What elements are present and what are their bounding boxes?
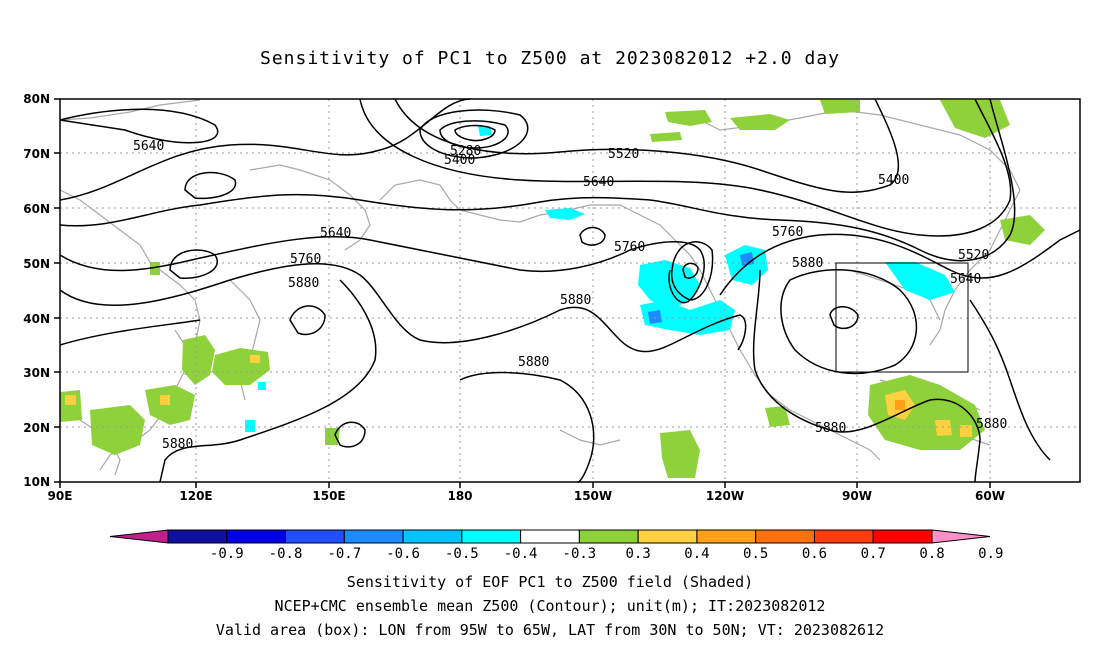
colorbar-level-label: 0.6 xyxy=(802,546,827,562)
colorbar-swatch xyxy=(872,529,933,544)
lon-label: 90W xyxy=(842,489,872,503)
colorbar-swatch xyxy=(813,529,874,544)
lon-label: 120E xyxy=(179,489,212,503)
contour-label: 5760 xyxy=(614,240,645,255)
colorbar-swatch xyxy=(637,529,698,544)
axis-ticks xyxy=(54,98,991,488)
colorbar-swatch xyxy=(226,529,287,544)
colorbar-swatch xyxy=(343,529,404,544)
colorbar-level-label: 0.5 xyxy=(743,546,768,562)
valid-area-box xyxy=(835,262,969,373)
contour-label: 5520 xyxy=(958,248,989,263)
colorbar-low-extension xyxy=(109,529,169,544)
contour-label: 5760 xyxy=(290,252,321,267)
colorbar-swatch xyxy=(461,529,522,544)
graticule xyxy=(60,99,1080,482)
colorbar: -0.9 -0.8 -0.7 -0.6 -0.5 -0.4 -0.3 0.3 0.4 0.5 0.6… xyxy=(109,529,1003,562)
colorbar-swatch xyxy=(285,529,345,544)
contour-label: 5880 xyxy=(162,437,193,452)
lat-label: 80N xyxy=(23,92,50,106)
contour-labels: 5640 5280 5400 5520 5640 5400 5640 5760 … xyxy=(133,139,1007,452)
contour-label: 5640 xyxy=(320,226,351,241)
colorbar-level-label: -0.7 xyxy=(327,546,361,562)
colorbar-level-label: -0.3 xyxy=(563,546,597,562)
lon-label: 150W xyxy=(574,489,612,503)
latitude-labels: 80N 70N 60N 50N 40N 30N 20N 10N xyxy=(23,92,50,489)
lon-label: 150E xyxy=(312,489,345,503)
colorbar-swatch xyxy=(696,529,757,544)
colorbar-level-label: -0.4 xyxy=(504,546,538,562)
footer-line-1: Sensitivity of EOF PC1 to Z500 field (Sh… xyxy=(346,573,754,591)
colorbar-swatch xyxy=(520,529,580,544)
colorbar-level-label: -0.6 xyxy=(386,546,420,562)
colorbar-swatch xyxy=(578,529,639,544)
colorbar-swatch xyxy=(402,529,463,544)
lat-label: 40N xyxy=(23,312,50,326)
contour-label: 5880 xyxy=(518,355,549,370)
lat-label: 10N xyxy=(23,475,50,489)
colorbar-level-label: 0.8 xyxy=(919,546,944,562)
lat-label: 50N xyxy=(23,257,50,271)
lon-label: 60W xyxy=(975,489,1005,503)
colorbar-swatch xyxy=(755,529,815,544)
lon-label: 120W xyxy=(706,489,744,503)
contour-label: 5880 xyxy=(976,417,1007,432)
contour-label: 5880 xyxy=(792,256,823,271)
footer-line-2: NCEP+CMC ensemble mean Z500 (Contour); u… xyxy=(274,597,826,615)
lat-label: 60N xyxy=(23,202,50,216)
colorbar-level-label: 0.3 xyxy=(626,546,651,562)
colorbar-high-extension xyxy=(931,529,991,544)
z500-contours xyxy=(59,98,1081,483)
lon-label: 90E xyxy=(48,489,73,503)
contour-label: 5640 xyxy=(583,175,614,190)
colorbar-level-label: 0.4 xyxy=(684,546,709,562)
contour-label: 5400 xyxy=(444,153,475,168)
plot-frame xyxy=(59,98,1081,483)
lat-label: 30N xyxy=(23,366,50,380)
colorbar-level-label: 0.7 xyxy=(861,546,886,562)
contour-label: 5880 xyxy=(288,276,319,291)
contour-label: 5400 xyxy=(878,173,909,188)
colorbar-swatch xyxy=(167,529,228,544)
contour-label: 5880 xyxy=(560,293,591,308)
sensitivity-shading xyxy=(60,100,1045,478)
contour-label: 5640 xyxy=(950,272,981,287)
colorbar-level-label: -0.9 xyxy=(210,546,244,562)
lat-label: 20N xyxy=(23,421,50,435)
longitude-labels: 90E 120E 150E 180 150W 120W 90W 60W xyxy=(48,489,1005,503)
lat-label: 70N xyxy=(23,147,50,161)
footer-line-3: Valid area (box): LON from 95W to 65W, L… xyxy=(215,621,885,639)
contour-label: 5760 xyxy=(772,225,803,240)
colorbar-level-label: -0.8 xyxy=(269,546,303,562)
lon-label: 180 xyxy=(447,489,472,503)
contour-label: 5520 xyxy=(608,147,639,162)
contour-label: 5640 xyxy=(133,139,164,154)
colorbar-level-label: -0.5 xyxy=(445,546,479,562)
contour-label: 5280 xyxy=(450,144,481,159)
contour-label: 5880 xyxy=(815,421,846,436)
colorbar-level-label: 0.9 xyxy=(978,546,1003,562)
map-title: Sensitivity of PC1 to Z500 at 2023082012… xyxy=(259,48,840,69)
